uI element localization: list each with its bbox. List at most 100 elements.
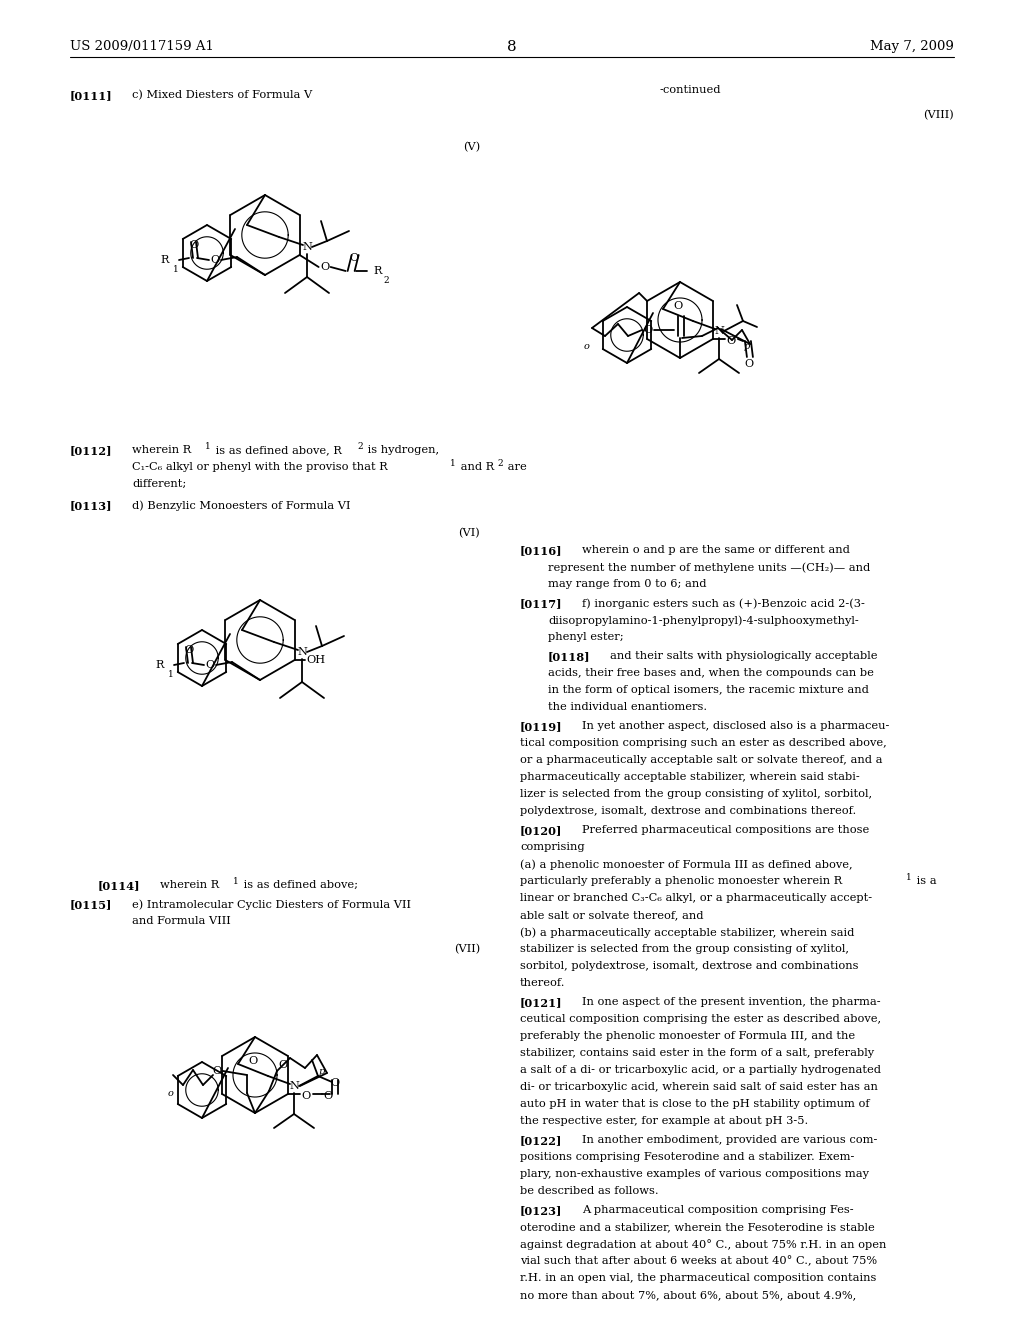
Text: be described as follows.: be described as follows. — [520, 1185, 658, 1196]
Text: 1: 1 — [205, 442, 211, 451]
Text: O: O — [349, 253, 358, 263]
Text: 1: 1 — [168, 671, 174, 678]
Text: N: N — [289, 1081, 299, 1092]
Text: may range from 0 to 6; and: may range from 0 to 6; and — [548, 579, 707, 589]
Text: OH: OH — [306, 655, 326, 665]
Text: N: N — [714, 326, 724, 337]
Text: (V): (V) — [463, 143, 480, 152]
Text: sorbitol, polydextrose, isomalt, dextrose and combinations: sorbitol, polydextrose, isomalt, dextros… — [520, 961, 858, 972]
Text: stabilizer is selected from the group consisting of xylitol,: stabilizer is selected from the group co… — [520, 944, 849, 954]
Text: In one aspect of the present invention, the pharma-: In one aspect of the present invention, … — [582, 997, 881, 1007]
Text: against degradation at about 40° C., about 75% r.H. in an open: against degradation at about 40° C., abo… — [520, 1239, 887, 1250]
Text: [0122]: [0122] — [520, 1135, 562, 1146]
Text: the individual enantiomers.: the individual enantiomers. — [548, 702, 708, 711]
Text: or a pharmaceutically acceptable salt or solvate thereof, and a: or a pharmaceutically acceptable salt or… — [520, 755, 883, 766]
Text: 1: 1 — [450, 459, 456, 469]
Text: [0117]: [0117] — [520, 598, 562, 609]
Text: (b) a pharmaceutically acceptable stabilizer, wherein said: (b) a pharmaceutically acceptable stabil… — [520, 927, 854, 937]
Text: O: O — [184, 645, 194, 655]
Text: R: R — [374, 267, 382, 276]
Text: [0112]: [0112] — [70, 445, 113, 455]
Text: a salt of a di- or tricarboxylic acid, or a partially hydrogenated: a salt of a di- or tricarboxylic acid, o… — [520, 1065, 881, 1074]
Text: auto pH in water that is close to the pH stability optimum of: auto pH in water that is close to the pH… — [520, 1100, 869, 1109]
Text: wherein R: wherein R — [132, 445, 191, 455]
Text: O: O — [279, 1060, 288, 1071]
Text: O: O — [301, 1092, 310, 1101]
Text: [0120]: [0120] — [520, 825, 562, 836]
Text: O: O — [744, 359, 754, 370]
Text: May 7, 2009: May 7, 2009 — [870, 40, 954, 53]
Text: wherein o and p are the same or different and: wherein o and p are the same or differen… — [582, 545, 850, 554]
Text: tical composition comprising such an ester as described above,: tical composition comprising such an est… — [520, 738, 887, 748]
Text: O: O — [324, 1092, 333, 1101]
Text: O: O — [210, 255, 219, 265]
Text: diisopropylamino-1-phenylpropyl)-4-sulphooxymethyl-: diisopropylamino-1-phenylpropyl)-4-sulph… — [548, 615, 859, 626]
Text: [0119]: [0119] — [520, 721, 562, 733]
Text: able salt or solvate thereof, and: able salt or solvate thereof, and — [520, 909, 703, 920]
Text: [0118]: [0118] — [548, 651, 591, 663]
Text: acids, their free bases and, when the compounds can be: acids, their free bases and, when the co… — [548, 668, 873, 678]
Text: N: N — [302, 242, 312, 252]
Text: no more than about 7%, about 6%, about 5%, about 4.9%,: no more than about 7%, about 6%, about 5… — [520, 1290, 856, 1300]
Text: [0111]: [0111] — [70, 90, 113, 102]
Text: R: R — [156, 660, 164, 671]
Text: 1: 1 — [173, 265, 179, 275]
Text: represent the number of methylene units —(CH₂)— and: represent the number of methylene units … — [548, 562, 870, 573]
Text: pharmaceutically acceptable stabilizer, wherein said stabi-: pharmaceutically acceptable stabilizer, … — [520, 772, 860, 781]
Text: O: O — [206, 660, 215, 671]
Text: In another embodiment, provided are various com-: In another embodiment, provided are vari… — [582, 1135, 878, 1144]
Text: [0121]: [0121] — [520, 997, 562, 1008]
Text: linear or branched C₃-C₆ alkyl, or a pharmaceutically accept-: linear or branched C₃-C₆ alkyl, or a pha… — [520, 894, 872, 903]
Text: vial such that after about 6 weeks at about 40° C., about 75%: vial such that after about 6 weeks at ab… — [520, 1257, 878, 1267]
Text: is as defined above;: is as defined above; — [240, 880, 358, 890]
Text: and Formula VIII: and Formula VIII — [132, 916, 230, 927]
Text: (a) a phenolic monoester of Formula III as defined above,: (a) a phenolic monoester of Formula III … — [520, 859, 853, 870]
Text: R: R — [161, 255, 169, 265]
Text: 2: 2 — [357, 442, 362, 451]
Text: oterodine and a stabilizer, wherein the Fesoterodine is stable: oterodine and a stabilizer, wherein the … — [520, 1222, 874, 1232]
Text: p: p — [744, 342, 751, 351]
Text: wherein R: wherein R — [160, 880, 219, 890]
Text: N: N — [297, 647, 307, 657]
Text: O: O — [189, 240, 199, 249]
Text: [0115]: [0115] — [70, 899, 113, 909]
Text: O: O — [643, 325, 652, 335]
Text: (VI): (VI) — [459, 528, 480, 539]
Text: Preferred pharmaceutical compositions are those: Preferred pharmaceutical compositions ar… — [582, 825, 869, 836]
Text: ceutical composition comprising the ester as described above,: ceutical composition comprising the este… — [520, 1014, 881, 1024]
Text: the respective ester, for example at about pH 3-5.: the respective ester, for example at abo… — [520, 1115, 808, 1126]
Text: A pharmaceutical composition comprising Fes-: A pharmaceutical composition comprising … — [582, 1205, 854, 1214]
Text: [0113]: [0113] — [70, 500, 113, 511]
Text: lizer is selected from the group consisting of xylitol, sorbitol,: lizer is selected from the group consist… — [520, 789, 872, 799]
Text: thereof.: thereof. — [520, 978, 565, 987]
Text: O: O — [674, 301, 683, 312]
Text: d) Benzylic Monoesters of Formula VI: d) Benzylic Monoesters of Formula VI — [132, 500, 350, 511]
Text: o: o — [584, 342, 590, 351]
Text: O: O — [331, 1078, 340, 1088]
Text: plary, non-exhaustive examples of various compositions may: plary, non-exhaustive examples of variou… — [520, 1170, 869, 1179]
Text: are: are — [504, 462, 526, 473]
Text: [0114]: [0114] — [98, 880, 140, 891]
Text: C₁-C₆ alkyl or phenyl with the proviso that R: C₁-C₆ alkyl or phenyl with the proviso t… — [132, 462, 388, 473]
Text: f) inorganic esters such as (+)-Benzoic acid 2-(3-: f) inorganic esters such as (+)-Benzoic … — [582, 598, 865, 609]
Text: and their salts with physiologically acceptable: and their salts with physiologically acc… — [610, 651, 878, 661]
Text: O: O — [212, 1067, 221, 1076]
Text: 8: 8 — [507, 40, 517, 54]
Text: 2: 2 — [497, 459, 503, 469]
Text: [0116]: [0116] — [520, 545, 562, 556]
Text: in the form of optical isomers, the racemic mixture and: in the form of optical isomers, the race… — [548, 685, 869, 696]
Text: di- or tricarboxylic acid, wherein said salt of said ester has an: di- or tricarboxylic acid, wherein said … — [520, 1082, 878, 1092]
Text: is as defined above, R: is as defined above, R — [212, 445, 342, 455]
Text: -continued: -continued — [660, 84, 722, 95]
Text: is a: is a — [913, 876, 937, 886]
Text: and R: and R — [457, 462, 495, 473]
Text: comprising: comprising — [520, 842, 585, 851]
Text: different;: different; — [132, 479, 186, 488]
Text: polydextrose, isomalt, dextrose and combinations thereof.: polydextrose, isomalt, dextrose and comb… — [520, 807, 856, 816]
Text: stabilizer, contains said ester in the form of a salt, preferably: stabilizer, contains said ester in the f… — [520, 1048, 874, 1059]
Text: c) Mixed Diesters of Formula V: c) Mixed Diesters of Formula V — [132, 90, 312, 100]
Text: positions comprising Fesoterodine and a stabilizer. Exem-: positions comprising Fesoterodine and a … — [520, 1152, 854, 1162]
Text: US 2009/0117159 A1: US 2009/0117159 A1 — [70, 40, 214, 53]
Text: O: O — [321, 261, 330, 272]
Text: phenyl ester;: phenyl ester; — [548, 632, 624, 642]
